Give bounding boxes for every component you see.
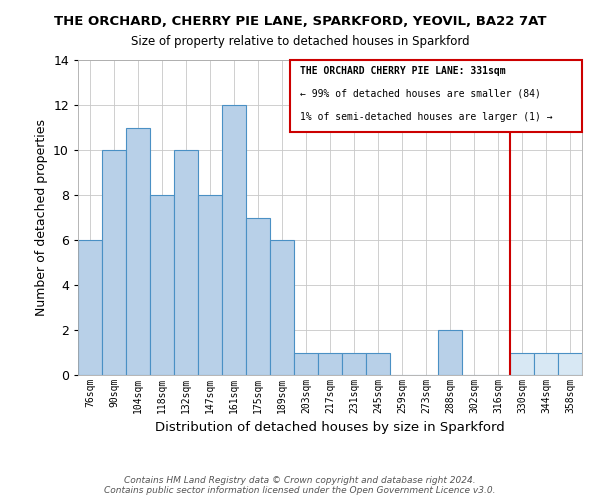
Bar [318, 352, 342, 375]
Bar [342, 352, 366, 375]
Text: Contains HM Land Registry data © Crown copyright and database right 2024.
Contai: Contains HM Land Registry data © Crown c… [104, 476, 496, 495]
Bar [558, 352, 582, 375]
Bar [126, 128, 150, 375]
Text: Size of property relative to detached houses in Sparkford: Size of property relative to detached ho… [131, 35, 469, 48]
Bar [150, 195, 174, 375]
Bar [102, 150, 126, 375]
Bar [174, 150, 198, 375]
Text: ← 99% of detached houses are smaller (84): ← 99% of detached houses are smaller (84… [300, 89, 541, 99]
Text: THE ORCHARD, CHERRY PIE LANE, SPARKFORD, YEOVIL, BA22 7AT: THE ORCHARD, CHERRY PIE LANE, SPARKFORD,… [54, 15, 546, 28]
Bar [78, 240, 102, 375]
Bar [222, 105, 246, 375]
Bar [246, 218, 270, 375]
Bar [510, 352, 534, 375]
Bar [270, 240, 294, 375]
FancyBboxPatch shape [290, 60, 582, 132]
Text: THE ORCHARD CHERRY PIE LANE: 331sqm: THE ORCHARD CHERRY PIE LANE: 331sqm [300, 66, 505, 76]
X-axis label: Distribution of detached houses by size in Sparkford: Distribution of detached houses by size … [155, 422, 505, 434]
Bar [366, 352, 390, 375]
Bar [198, 195, 222, 375]
Y-axis label: Number of detached properties: Number of detached properties [35, 119, 47, 316]
Text: 1% of semi-detached houses are larger (1) →: 1% of semi-detached houses are larger (1… [300, 112, 553, 122]
Bar [534, 352, 558, 375]
Bar [438, 330, 462, 375]
Bar [294, 352, 318, 375]
